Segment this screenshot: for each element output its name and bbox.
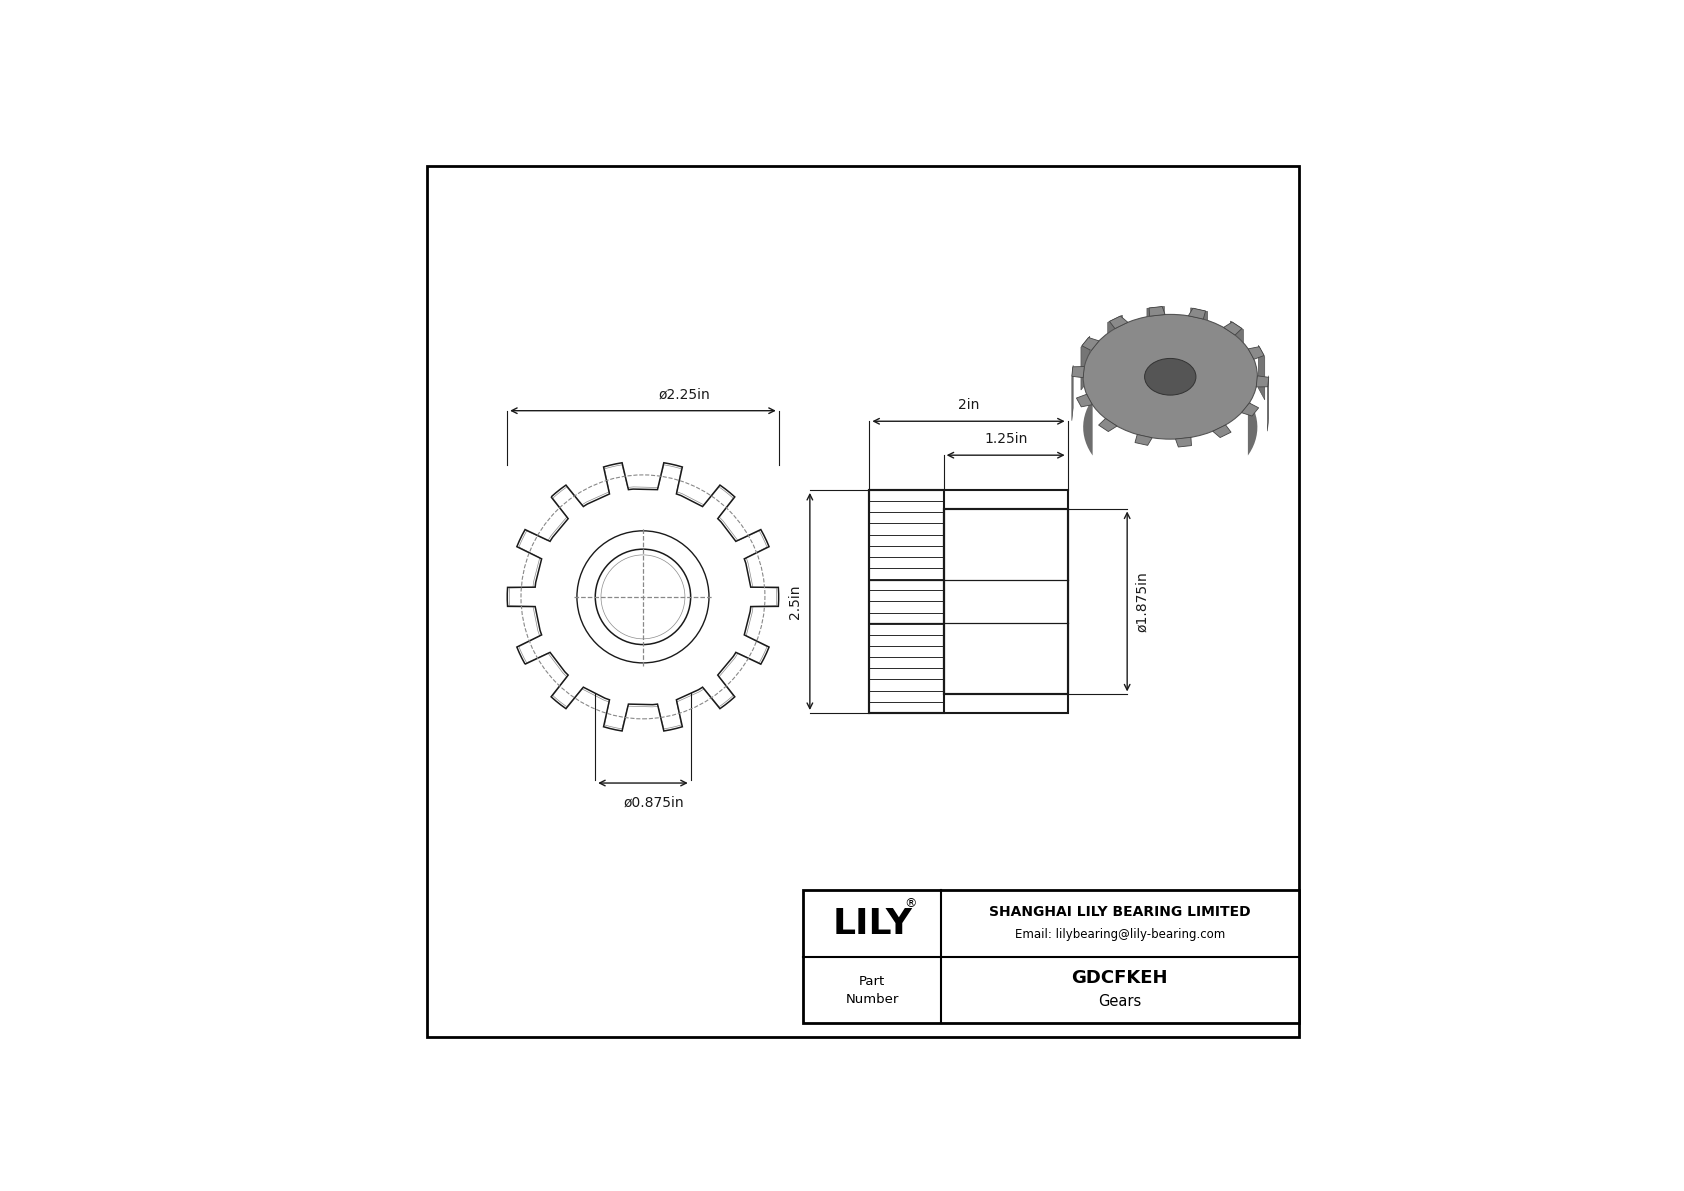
Polygon shape — [1098, 418, 1116, 431]
Polygon shape — [1135, 435, 1152, 445]
Polygon shape — [1148, 306, 1165, 316]
Ellipse shape — [1083, 314, 1258, 439]
Text: SHANGHAI LILY BEARING LIMITED: SHANGHAI LILY BEARING LIMITED — [989, 905, 1251, 918]
Polygon shape — [1175, 437, 1192, 447]
Text: LILY: LILY — [832, 906, 913, 941]
Bar — [943, 509, 1068, 694]
Text: Gears: Gears — [1098, 994, 1142, 1010]
Polygon shape — [1110, 316, 1128, 329]
Bar — [869, 490, 943, 713]
Polygon shape — [507, 463, 778, 731]
Polygon shape — [1081, 337, 1100, 350]
Text: Email: lilybearing@lily-bearing.com: Email: lilybearing@lily-bearing.com — [1015, 928, 1224, 941]
Text: ø2.25in: ø2.25in — [658, 387, 711, 401]
Polygon shape — [1081, 336, 1090, 389]
Text: ø0.875in: ø0.875in — [623, 796, 684, 810]
Text: 2in: 2in — [958, 398, 978, 412]
Text: ø1.875in: ø1.875in — [1135, 570, 1148, 632]
Text: 1.25in: 1.25in — [983, 432, 1027, 445]
Polygon shape — [1224, 322, 1241, 335]
Polygon shape — [1256, 376, 1268, 387]
Bar — [869, 490, 1068, 713]
Polygon shape — [1241, 403, 1258, 416]
Text: GDCFKEH: GDCFKEH — [1071, 969, 1169, 987]
Polygon shape — [1071, 367, 1084, 378]
Text: Part
Number: Part Number — [845, 974, 899, 1005]
Polygon shape — [1076, 394, 1093, 407]
Bar — [943, 509, 1068, 694]
Bar — [803, 891, 1298, 1023]
Polygon shape — [1083, 314, 1258, 455]
Polygon shape — [1108, 316, 1122, 366]
Polygon shape — [1191, 307, 1207, 355]
Polygon shape — [1231, 322, 1243, 373]
Text: ®: ® — [904, 897, 918, 910]
Text: 2.5in: 2.5in — [788, 585, 802, 618]
Polygon shape — [1258, 345, 1265, 400]
Polygon shape — [1147, 306, 1164, 351]
Polygon shape — [1189, 308, 1206, 319]
Polygon shape — [1212, 425, 1231, 437]
Polygon shape — [1248, 347, 1265, 360]
Ellipse shape — [1145, 358, 1196, 395]
